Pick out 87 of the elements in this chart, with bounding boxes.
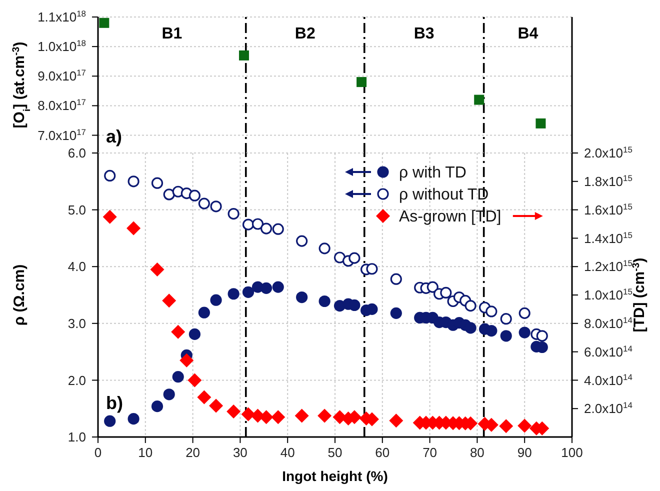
y-tick-label: 1.0 (68, 430, 86, 445)
point (104, 170, 116, 182)
x-tick-label: 30 (232, 445, 248, 460)
point (464, 300, 476, 312)
x-tick-label: 80 (470, 445, 484, 460)
point (348, 252, 360, 264)
y-tick-label: 8.0x10$^{17}$ (38, 97, 86, 114)
point (260, 222, 272, 234)
y2-tick-label: 1.6x10$^{15}$ (584, 201, 633, 218)
point (210, 294, 222, 306)
legend-label: ρ with TD (399, 164, 466, 182)
point (252, 218, 264, 230)
y2-tick-label: 1.4x10$^{15}$ (584, 230, 633, 246)
point (440, 286, 452, 299)
annotation: B1 (162, 26, 182, 43)
point (210, 200, 222, 212)
point (172, 370, 184, 383)
legend-label: ρ without TD (399, 186, 489, 204)
y2-tick-label: 2.0x10$^{14}$ (584, 400, 633, 416)
x-tick-label: 40 (280, 445, 295, 460)
point (260, 282, 272, 294)
point (242, 286, 254, 298)
x-tick-label: 50 (328, 445, 342, 460)
y-tick-label: 5.0 (68, 202, 86, 218)
point (318, 242, 330, 254)
y-tick-label: 1.1x10$^{18}$ (38, 8, 86, 25)
point (151, 400, 164, 412)
y2-tick-label: 2.0x10$^{15}$ (584, 144, 633, 161)
x-tick-label: 100 (561, 445, 583, 460)
y-tick-label: 1.0x10$^{18}$ (38, 38, 86, 54)
annotation: B2 (294, 26, 316, 43)
x-axis-title: Ingot height (%) (282, 468, 388, 484)
x-tick-label: 90 (517, 445, 532, 460)
point (464, 322, 476, 334)
point (151, 177, 164, 189)
point (390, 273, 402, 285)
y-tick-label: 7.0x10$^{17}$ (38, 126, 86, 143)
annotation: B3 (414, 26, 434, 43)
point (128, 176, 140, 188)
point (500, 313, 512, 325)
y2-tick-label: 1.2x10$^{15}$ (584, 258, 633, 274)
point (104, 415, 116, 427)
point (390, 307, 402, 319)
point (486, 324, 498, 337)
point (163, 388, 175, 400)
y-tick-label: 4.0 (68, 259, 86, 274)
point (163, 188, 175, 200)
point (188, 328, 200, 340)
y-tick-label: 3.0 (68, 316, 86, 331)
y2-tick-label: 4.0x10$^{14}$ (584, 372, 633, 388)
annotation: b) (106, 392, 123, 413)
y-tick-label: 2.0 (68, 372, 86, 388)
x-tick-label: 0 (94, 445, 102, 460)
y2-tick-label: 6.0x10$^{14}$ (584, 343, 633, 360)
x-tick-label: 10 (138, 445, 153, 460)
point (228, 208, 240, 220)
annotation: a) (106, 126, 122, 147)
point (242, 218, 254, 230)
point (536, 330, 548, 342)
point (188, 190, 200, 202)
annotation: B4 (518, 26, 538, 43)
point (500, 330, 512, 342)
x-tick-label: 60 (375, 445, 390, 460)
point (518, 326, 530, 338)
point (486, 306, 498, 318)
point (228, 288, 240, 300)
y2-tick-label: 1.8x10$^{15}$ (584, 172, 633, 189)
point (198, 198, 210, 210)
x-tick-label: 70 (422, 445, 438, 460)
point (518, 307, 530, 319)
y-tick-label: 9.0x10$^{17}$ (38, 68, 86, 84)
point (128, 413, 140, 425)
y2-tick-label: 8.0x10$^{14}$ (584, 314, 633, 331)
point (426, 281, 438, 293)
point (272, 223, 284, 235)
point (198, 306, 210, 318)
y2-tick-label: 1.0x10$^{15}$ (584, 286, 633, 303)
y-axis-title: ρ (Ω.cm) (11, 264, 28, 326)
point (296, 291, 308, 304)
point (318, 295, 330, 308)
point (272, 281, 284, 293)
point (334, 252, 346, 264)
y-tick-label: 6.0 (68, 146, 86, 161)
legend-label: As-grown [TD] (399, 208, 502, 226)
x-tick-label: 20 (186, 445, 200, 460)
point (296, 235, 308, 247)
point (366, 263, 378, 275)
